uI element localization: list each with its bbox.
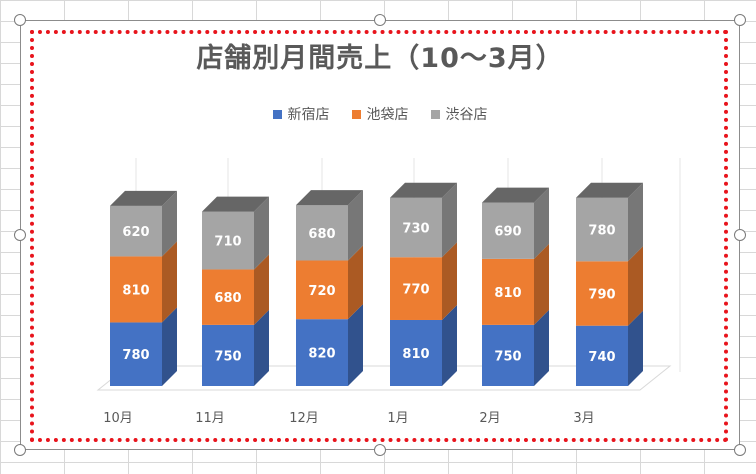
- chart-legend[interactable]: 新宿店 池袋店 渋谷店: [20, 104, 740, 124]
- bar-side-0-1: [254, 309, 269, 386]
- data-label-0-5: 740: [588, 350, 615, 365]
- data-label-2-0: 620: [122, 225, 149, 240]
- bar-side-1-5: [628, 246, 643, 326]
- bar-front-1-0: [110, 256, 162, 323]
- bar-front-1-1: [202, 269, 254, 325]
- bar-top-1: [202, 196, 269, 212]
- legend-swatch-series-2: [430, 109, 440, 119]
- data-label-1-1: 680: [214, 291, 241, 306]
- chart-title[interactable]: 店舗別月間売上（10～3月）: [196, 43, 564, 74]
- data-label-0-0: 780: [122, 348, 149, 363]
- bar-front-1-4: [482, 258, 534, 325]
- resize-handle-bottom-center[interactable]: [374, 444, 386, 456]
- bar-side-1-4: [534, 243, 549, 325]
- bar-front-0-5: [576, 325, 628, 386]
- bar-front-1-5: [576, 261, 628, 326]
- data-label-2-3: 730: [402, 221, 429, 236]
- resize-handle-top-center[interactable]: [374, 14, 386, 26]
- data-label-1-2: 720: [308, 284, 335, 299]
- bar-front-2-4: [482, 202, 534, 259]
- data-label-0-4: 750: [494, 349, 521, 364]
- resize-handle-middle-left[interactable]: [14, 229, 26, 241]
- resize-handle-bottom-right[interactable]: [734, 444, 746, 456]
- bar-front-2-5: [576, 197, 628, 262]
- legend-item-series-0[interactable]: 新宿店: [272, 104, 330, 124]
- category-label-4: 2月: [479, 411, 500, 426]
- data-label-0-3: 810: [402, 347, 429, 362]
- data-label-2-1: 710: [214, 235, 241, 250]
- bar-top-3: [390, 182, 457, 198]
- bar-side-2-2: [348, 190, 363, 261]
- bar-side-2-1: [254, 196, 269, 270]
- bar-front-2-3: [390, 197, 442, 258]
- bar-side-0-5: [628, 310, 643, 386]
- data-label-2-5: 780: [588, 224, 615, 239]
- bar-side-2-3: [442, 182, 457, 258]
- bar-front-0-2: [296, 319, 348, 386]
- bar-top-2: [296, 190, 363, 206]
- bar-front-2-1: [202, 211, 254, 270]
- bar-top-0: [110, 190, 177, 206]
- data-label-2-4: 690: [494, 225, 521, 240]
- legend-item-series-2[interactable]: 渋谷店: [430, 104, 488, 124]
- legend-label-series-1: 池袋店: [366, 107, 409, 123]
- bar-side-2-0: [162, 190, 177, 257]
- bar-front-1-2: [296, 260, 348, 320]
- resize-handle-top-left[interactable]: [14, 14, 26, 26]
- legend-item-series-1[interactable]: 池袋店: [351, 104, 409, 124]
- data-label-1-4: 810: [494, 286, 521, 301]
- data-label-2-2: 680: [308, 227, 335, 242]
- bar-front-2-2: [296, 205, 348, 261]
- category-label-2: 12月: [289, 411, 319, 426]
- bar-front-0-3: [390, 319, 442, 386]
- bar-side-1-1: [254, 254, 269, 325]
- data-label-0-1: 750: [214, 349, 241, 364]
- category-label-5: 3月: [573, 411, 594, 426]
- bar-side-0-4: [534, 309, 549, 386]
- resize-handle-bottom-left[interactable]: [14, 444, 26, 456]
- bar-front-0-4: [482, 324, 534, 386]
- category-label-1: 11月: [195, 411, 225, 426]
- resize-handle-middle-right[interactable]: [734, 229, 746, 241]
- bar-side-1-2: [348, 245, 363, 320]
- category-label-3: 1月: [387, 411, 408, 426]
- bar-front-0-1: [202, 324, 254, 386]
- bar-side-1-3: [442, 242, 457, 320]
- legend-swatch-series-0: [272, 109, 282, 119]
- resize-handle-top-right[interactable]: [734, 14, 746, 26]
- legend-label-series-2: 渋谷店: [445, 107, 488, 123]
- bar-side-0-3: [442, 304, 457, 386]
- bar-front-2-0: [110, 205, 162, 257]
- data-label-1-5: 790: [588, 287, 615, 302]
- bar-front-1-3: [390, 257, 442, 320]
- bar-side-2-5: [628, 182, 643, 262]
- data-label-1-0: 810: [122, 283, 149, 298]
- category-label-0: 10月: [103, 411, 133, 426]
- legend-label-series-0: 新宿店: [287, 107, 330, 123]
- bar-side-2-4: [534, 187, 549, 259]
- data-label-1-3: 770: [402, 283, 429, 298]
- bar-side-0-2: [348, 304, 363, 386]
- bar-top-5: [576, 182, 643, 198]
- bar-top-4: [482, 187, 549, 203]
- data-label-0-2: 820: [308, 347, 335, 362]
- bar-side-1-0: [162, 241, 177, 323]
- bar-front-0-0: [110, 322, 162, 386]
- legend-swatch-series-1: [351, 109, 361, 119]
- bar-side-0-0: [162, 307, 177, 386]
